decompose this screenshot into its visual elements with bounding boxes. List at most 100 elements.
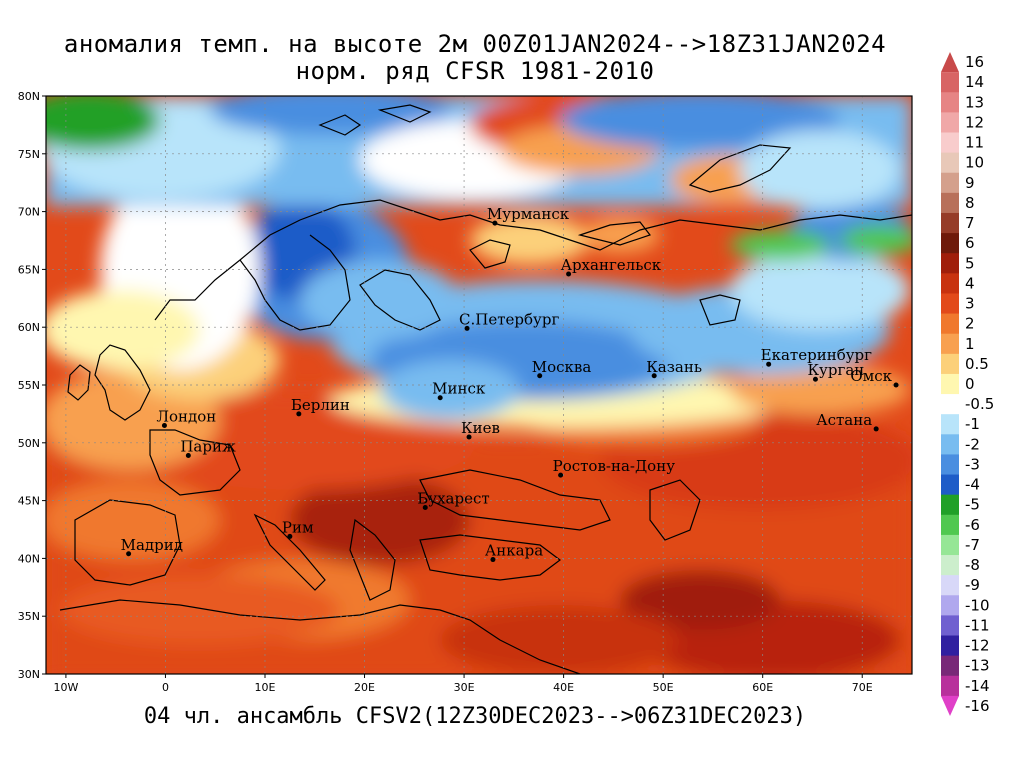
colorbar-label: 3 <box>965 295 975 313</box>
lat-tick-label: 65N <box>18 263 40 276</box>
colorbar-label: 7 <box>965 214 975 232</box>
city-label: Мурманск <box>487 205 570 223</box>
city-dot <box>185 453 191 459</box>
colorbar-label: -12 <box>965 637 990 655</box>
map-title-line1: аномалия темп. на высоте 2м 00Z01JAN2024… <box>63 30 887 58</box>
colorbar-swatch <box>941 172 959 194</box>
colorbar-swatch <box>941 394 959 415</box>
city-dot <box>490 557 496 563</box>
colorbar-swatch <box>941 273 959 294</box>
colorbar-swatch <box>941 373 959 395</box>
city-label: Москва <box>532 358 592 376</box>
city-label: Омск <box>850 367 892 385</box>
city-label: Бухарест <box>417 490 489 508</box>
colorbar-label: 11 <box>965 134 984 152</box>
colorbar-swatch <box>941 434 959 455</box>
city-dot <box>422 505 428 511</box>
colorbar-label: 9 <box>965 174 975 192</box>
colorbar-swatch <box>941 52 959 73</box>
colorbar-swatch <box>941 615 959 637</box>
colorbar-swatch <box>941 595 959 616</box>
colorbar-label: -5 <box>965 496 980 514</box>
colorbar-label: 14 <box>965 73 984 91</box>
city-dot <box>126 551 132 557</box>
city-dot <box>558 472 564 478</box>
colorbar-label: 4 <box>965 274 975 292</box>
lat-tick-label: 60N <box>18 321 40 334</box>
ensemble-subtitle: 04 чл. ансамбль CFSV2(12Z30DEC2023-->06Z… <box>143 704 807 729</box>
colorbar-label: -14 <box>965 677 990 695</box>
lon-tick-label: 0 <box>162 681 169 694</box>
lon-tick-label: 70E <box>852 681 873 694</box>
coastlines <box>59 104 912 674</box>
colorbar-label: -4 <box>965 476 980 494</box>
city-dot <box>812 376 818 382</box>
colorbar-label: 0 <box>965 375 975 393</box>
colorbar-swatch <box>941 555 959 576</box>
city-dot <box>766 361 772 367</box>
lat-tick-label: 40N <box>18 552 40 565</box>
colorbar-label: 12 <box>965 113 984 131</box>
city-dot <box>651 373 657 379</box>
colorbar-swatch <box>941 675 959 697</box>
lat-tick-label: 55N <box>18 379 40 392</box>
city-label: Мадрид <box>121 536 183 554</box>
city-label: Париж <box>180 438 236 456</box>
colorbar-swatch <box>941 132 959 154</box>
city-label: Лондон <box>156 407 216 425</box>
colorbar-label: -3 <box>965 455 980 473</box>
city-dot <box>873 426 879 432</box>
lat-tick-label: 75N <box>18 148 40 161</box>
city-dot <box>893 382 899 388</box>
colorbar-label: -7 <box>965 536 980 554</box>
axis-ticks: 80N 75N 70N 65N 60N 55N 50N 45N 40N 35N 30N 10W 0 10E… <box>18 90 873 694</box>
colorbar-swatch <box>941 253 959 274</box>
colorbar-label: -10 <box>965 596 990 614</box>
city-label: Берлин <box>291 396 350 414</box>
city-label: Екатеринбург <box>761 346 872 364</box>
city-label: Казань <box>646 358 702 376</box>
city-label: С.Петербург <box>459 310 559 328</box>
colorbar-swatch <box>941 635 959 657</box>
lon-tick-label: 40E <box>553 681 574 694</box>
colorbar-swatch <box>941 575 959 596</box>
colorbar-swatch <box>941 333 959 355</box>
colorbar-swatch <box>941 72 959 93</box>
colorbar-label: 5 <box>965 254 975 272</box>
city-dot <box>492 220 498 226</box>
city-markers: Мурманск Архангельск С.Петербург Москва Каза… <box>121 205 899 563</box>
colorbar-swatch <box>941 152 959 174</box>
colorbar-label: 1 <box>965 335 975 353</box>
city-dot <box>437 395 443 401</box>
lat-tick-label: 35N <box>18 610 40 623</box>
lon-tick-label: 30E <box>454 681 475 694</box>
city-dot <box>287 533 293 539</box>
colorbar-swatch <box>941 233 959 254</box>
city-label: Астана <box>816 411 872 429</box>
colorbar-swatch <box>941 192 959 214</box>
colorbar-label: -8 <box>965 556 980 574</box>
city-label: Ростов-на-Дону <box>553 457 676 475</box>
map-title-line2: норм. ряд CFSR 1981-2010 <box>295 57 655 85</box>
colorbar-label: 0.5 <box>965 355 989 373</box>
lat-tick-label: 80N <box>18 90 40 103</box>
lat-tick-label: 30N <box>18 668 40 681</box>
lon-tick-label: 10W <box>53 681 78 694</box>
colorbar-swatch <box>941 695 959 716</box>
colorbar-label: -6 <box>965 516 980 534</box>
city-dot <box>566 271 572 277</box>
graticule <box>46 96 912 674</box>
colorbar: 16 14 13 12 11 10 9 8 7 6 5 4 3 2 1 0.5 0 -0.5 -1 -2 -3 -4 -5 -… <box>941 52 994 716</box>
colorbar-swatch <box>941 92 959 113</box>
lat-tick-label: 45N <box>18 495 40 508</box>
colorbar-label: -11 <box>965 616 990 634</box>
city-dot <box>464 325 470 331</box>
colorbar-swatch <box>941 112 959 133</box>
lon-tick-label: 60E <box>752 681 773 694</box>
colorbar-swatch <box>941 353 959 375</box>
colorbar-label: -9 <box>965 576 980 594</box>
colorbar-swatch <box>941 534 959 556</box>
lon-tick-label: 20E <box>354 681 375 694</box>
city-dot <box>466 434 472 440</box>
